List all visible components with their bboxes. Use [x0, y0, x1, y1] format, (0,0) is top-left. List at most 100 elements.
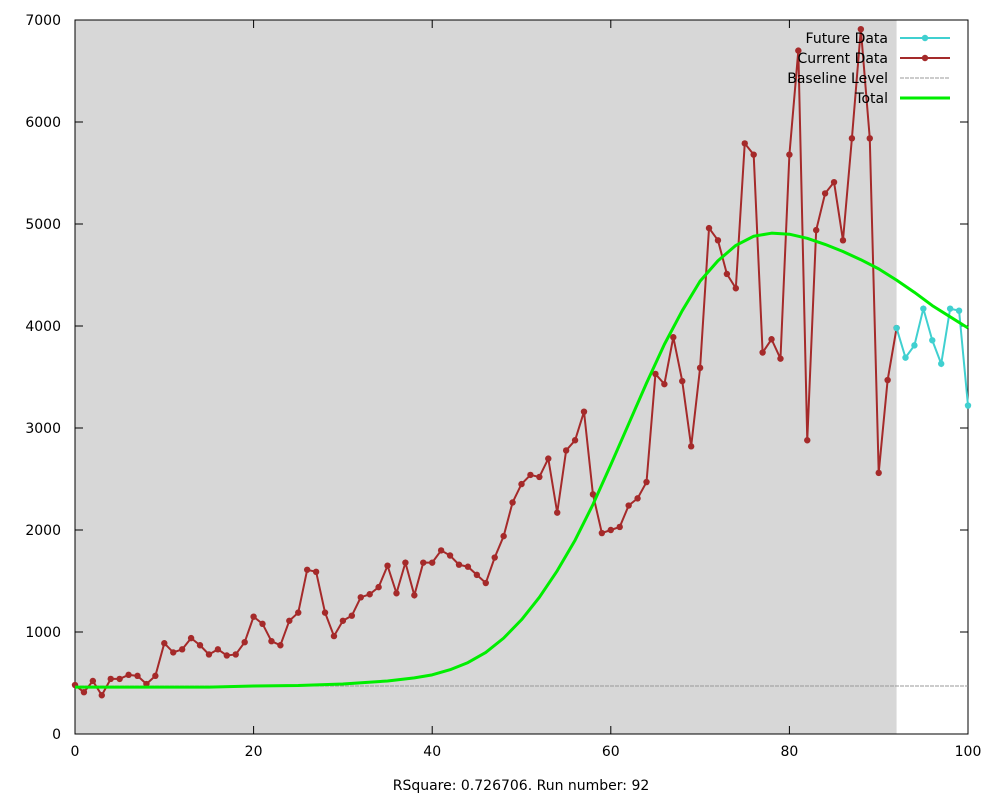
x-tick-label: 100 [955, 744, 982, 760]
y-tick-label: 7000 [25, 13, 61, 29]
current-data-point [366, 591, 373, 598]
current-data-point [804, 437, 811, 444]
current-data-point [857, 25, 865, 33]
current-data-point [652, 370, 659, 378]
current-data-point [500, 532, 507, 540]
current-data-point [205, 651, 213, 658]
current-data-point [152, 672, 159, 680]
current-data-point [759, 349, 766, 356]
current-data-point [357, 594, 364, 601]
current-data-point [536, 473, 543, 481]
legend-marker [921, 34, 929, 42]
current-data-point [250, 613, 257, 620]
future-data-point [946, 305, 954, 312]
current-data-point [411, 592, 418, 599]
current-data-point [339, 617, 347, 624]
current-data-point [321, 609, 329, 616]
y-tick-label: 0 [52, 727, 61, 743]
x-tick-label: 80 [780, 744, 798, 760]
current-data-point [786, 151, 793, 158]
future-data-series [893, 304, 972, 409]
legend-item: Baseline Level [787, 71, 950, 87]
current-data-point [89, 677, 97, 685]
legend-marker [921, 54, 929, 62]
current-data-point [598, 529, 606, 537]
current-data-point [259, 620, 266, 628]
current-data-point [134, 672, 141, 680]
total-fit-line [75, 231, 969, 689]
current-data-point [562, 447, 570, 454]
current-data-point [393, 590, 400, 597]
current-data-point [884, 376, 891, 384]
current-data-point [554, 509, 561, 516]
y-tick-label: 1000 [25, 625, 61, 641]
current-data-point [812, 226, 820, 234]
current-data-point [545, 455, 552, 462]
current-data-point [241, 639, 248, 646]
current-data-point [295, 609, 302, 616]
current-data-point [643, 478, 650, 486]
legend-item: Total [854, 91, 950, 107]
current-data-point [768, 336, 775, 343]
current-data-point [509, 499, 516, 506]
current-data-point [679, 377, 686, 385]
current-data-point [446, 552, 454, 559]
current-data-point [402, 559, 409, 566]
future-data-point [938, 360, 945, 367]
current-data-point [589, 491, 597, 498]
current-data-point [473, 571, 481, 579]
current-data-point [223, 652, 231, 659]
current-data-point [491, 554, 498, 561]
current-data-point [518, 480, 525, 488]
current-data-point [795, 47, 802, 54]
x-tick-label: 20 [245, 744, 263, 760]
current-data-point [777, 355, 784, 362]
current-data-point [455, 561, 463, 568]
current-data-point [420, 559, 427, 566]
future-data-point [911, 342, 918, 349]
current-data-point [830, 178, 838, 186]
current-data-point [375, 583, 382, 591]
current-data-point [437, 547, 445, 554]
current-data-point [303, 566, 311, 573]
plot-frame [74, 19, 969, 735]
fitted-region-background [75, 20, 897, 734]
current-data-point [330, 632, 338, 640]
legend-label: Total [854, 91, 888, 107]
current-data-point [687, 443, 695, 450]
future-data-point [929, 337, 936, 344]
current-data-point [696, 364, 704, 372]
future-data-point [964, 402, 972, 409]
legend-label: Future Data [806, 31, 888, 47]
future-data-point [893, 324, 900, 332]
current-data-point [161, 640, 168, 647]
current-data-point [277, 642, 284, 649]
current-data-point [714, 237, 722, 244]
y-tick-label: 3000 [25, 421, 61, 437]
current-data-point [875, 469, 882, 477]
current-data-point [821, 190, 829, 197]
y-tick-label: 5000 [25, 217, 61, 233]
current-data-point [482, 579, 489, 587]
current-data-point [286, 617, 293, 624]
current-data-point [750, 151, 757, 158]
current-data-point [580, 408, 588, 415]
legend-item: Future Data [806, 31, 950, 47]
current-data-point [661, 380, 668, 388]
current-data-point [464, 563, 472, 570]
current-data-point [80, 688, 88, 696]
x-axis-caption: RSquare: 0.726706. Run number: 92 [393, 778, 650, 794]
legend-label: Current Data [798, 51, 888, 67]
current-data-point [268, 637, 275, 645]
current-data-point [116, 675, 123, 683]
current-data-point [625, 502, 632, 509]
legend-item: Current Data [798, 51, 950, 67]
current-data-point [98, 692, 105, 699]
current-data-point [732, 285, 740, 292]
current-data-point [429, 559, 436, 566]
y-tick-label: 4000 [25, 319, 61, 335]
current-data-point [170, 649, 177, 656]
future-data-point [955, 307, 963, 314]
current-data-point [571, 437, 579, 444]
legend-label: Baseline Level [787, 71, 888, 87]
